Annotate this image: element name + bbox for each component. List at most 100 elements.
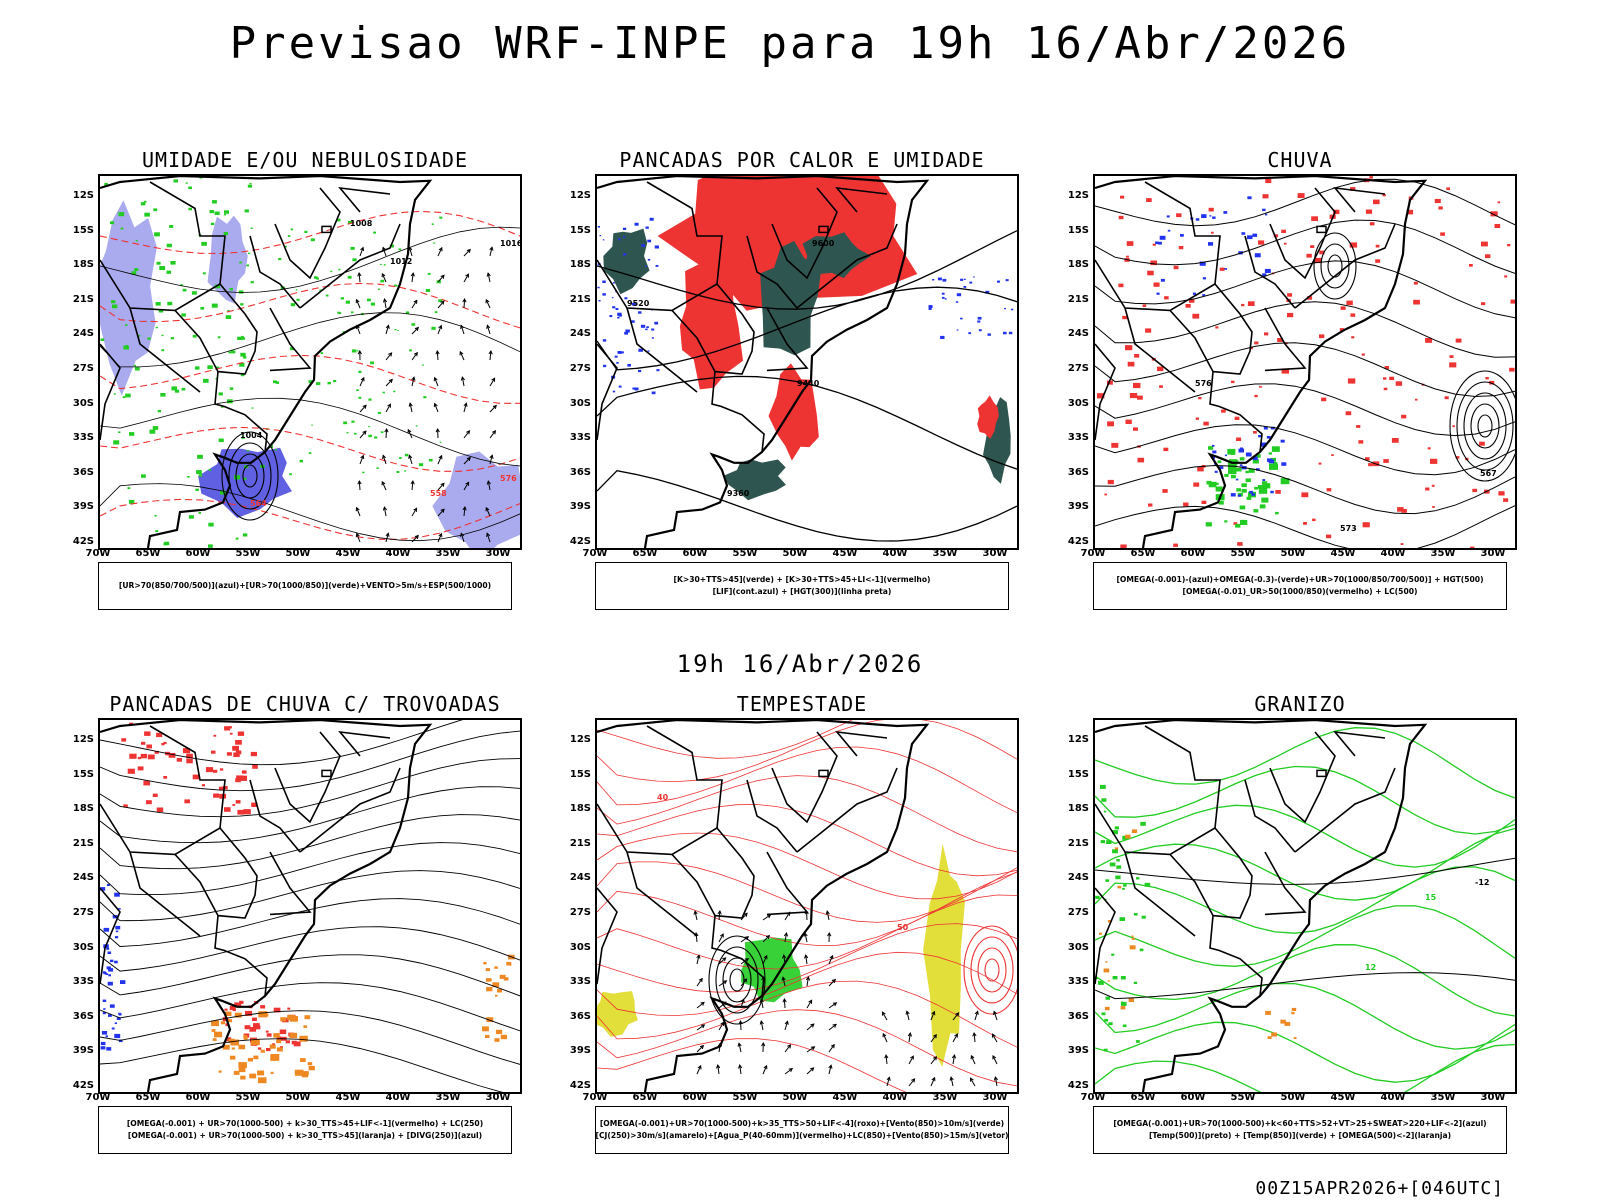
wind-vector-head [969, 1077, 974, 1082]
rain-area [1326, 534, 1332, 539]
omega-area [1195, 218, 1200, 221]
wind-vector-head [384, 427, 389, 433]
latitude-tick-label: 36S [569, 1010, 591, 1022]
lifted-index-contour [968, 332, 972, 335]
low-level-humidity-contour [290, 228, 293, 231]
strong-omega-area [1215, 482, 1219, 485]
low-level-humidity-contour [439, 216, 443, 219]
low-level-humidity-contour [144, 212, 150, 217]
storm-area [245, 1010, 253, 1016]
wind-vector [383, 507, 387, 517]
latitude-tick-label: 21S [569, 837, 591, 849]
wind-vector-head [744, 936, 750, 941]
low-level-humidity-contour [438, 299, 443, 303]
omega500-area [1284, 1021, 1291, 1026]
rain-area [1413, 281, 1418, 285]
lifted-index-contour [624, 297, 628, 300]
low-level-humidity-contour [229, 288, 233, 291]
wind-vector-head [440, 274, 445, 279]
low-level-humidity-contour [374, 436, 378, 439]
lifted-index-contour [646, 326, 649, 329]
wind-vector [486, 533, 491, 543]
low-level-humidity-contour [427, 272, 431, 275]
omega-area [1223, 211, 1228, 214]
low-level-humidity-contour [135, 239, 138, 242]
contour-label: 9440 [797, 379, 820, 388]
wind-vector [806, 1067, 814, 1075]
map-panel-tempestade: TEMPESTADE 12S 15S 18S 21S 24S 27S 30S 33S 36S 39S… [557, 692, 1027, 1162]
wind-vector [994, 1077, 998, 1087]
wind-vector-head [489, 246, 494, 251]
strong-omega-area [1268, 452, 1272, 455]
omega500-area [1291, 1007, 1297, 1011]
wind-vector [805, 955, 808, 965]
lifted-index-contour [956, 329, 959, 331]
latitude-tick-label: 33S [1067, 432, 1089, 444]
rain-area [1446, 187, 1450, 190]
state-border [1244, 235, 1296, 309]
low-level-humidity-contour [251, 407, 254, 409]
panel-title: PANCADAS POR CALOR E UMIDADE [619, 148, 985, 172]
low-level-humidity-contour [180, 284, 183, 286]
wind-vector-head [992, 1054, 997, 1060]
lifted-index-contour [617, 238, 621, 241]
lifted-index-contour [638, 369, 642, 373]
state-border [269, 851, 312, 916]
wind-vector [828, 1065, 832, 1075]
latitude-tick-label: 12S [1067, 734, 1089, 745]
wind-vector [906, 1011, 910, 1021]
low-level-humidity-contour [248, 252, 251, 255]
low-level-humidity-contour [188, 207, 192, 211]
temp850-contour [1106, 840, 1112, 844]
wind-vector [411, 327, 419, 335]
low-level-humidity-contour [377, 411, 381, 414]
storm-area [123, 804, 128, 808]
storm-area [163, 741, 167, 745]
strong-omega-area [1275, 511, 1279, 515]
low-level-humidity-contour [240, 373, 245, 377]
wind-vector [382, 247, 387, 257]
storm-area [266, 1033, 272, 1037]
omega500-area [1128, 998, 1134, 1003]
temp850-contour [1144, 882, 1151, 887]
rain-area [1159, 385, 1163, 388]
wind-vector-head [381, 272, 386, 278]
storm-area [235, 778, 241, 783]
temp850-contour [1111, 953, 1115, 956]
latitude-tick-label: 39S [1067, 1045, 1089, 1057]
low-level-humidity-contour [157, 410, 161, 413]
low-level-humidity-contour [368, 434, 372, 438]
storm-area [276, 1036, 282, 1040]
low-level-humidity-contour [211, 303, 218, 308]
storm-area [252, 764, 258, 769]
lifted-index-contour [625, 329, 630, 333]
rain-area [1331, 454, 1334, 456]
wind-vector [696, 1045, 704, 1053]
lifted-index-contour [985, 290, 990, 294]
convective-area [238, 1067, 246, 1073]
convective-area [497, 989, 503, 993]
low-level-humidity-contour [192, 334, 197, 338]
convective-area [495, 994, 498, 997]
longitude-tick-label: 60W [185, 1092, 211, 1103]
wind-vector-head [362, 404, 367, 409]
storm-area [146, 800, 152, 805]
wind-vector-head [787, 1044, 792, 1049]
panel-title: UMIDADE E/OU NEBULOSIDADE [141, 148, 469, 172]
state-border [249, 779, 301, 853]
temp850-contour [1095, 905, 1515, 967]
streamline [100, 870, 520, 922]
lifted-index-contour [612, 390, 616, 393]
wind-vector [459, 351, 465, 361]
wind-vector [463, 457, 471, 465]
rain-area [1162, 489, 1168, 493]
state-border [671, 827, 755, 919]
rain-area [1107, 380, 1113, 385]
rain-area [1481, 302, 1486, 306]
state-border [1294, 223, 1396, 309]
storm-area [253, 1023, 260, 1028]
wind-vector-head [459, 350, 464, 356]
wind-vector-head [438, 324, 443, 330]
wind-vector [463, 403, 467, 413]
wind-vector [806, 1023, 815, 1031]
